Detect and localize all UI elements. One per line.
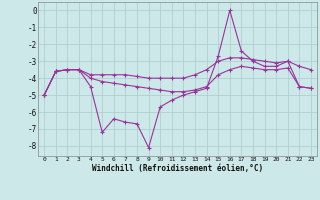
X-axis label: Windchill (Refroidissement éolien,°C): Windchill (Refroidissement éolien,°C) <box>92 164 263 173</box>
